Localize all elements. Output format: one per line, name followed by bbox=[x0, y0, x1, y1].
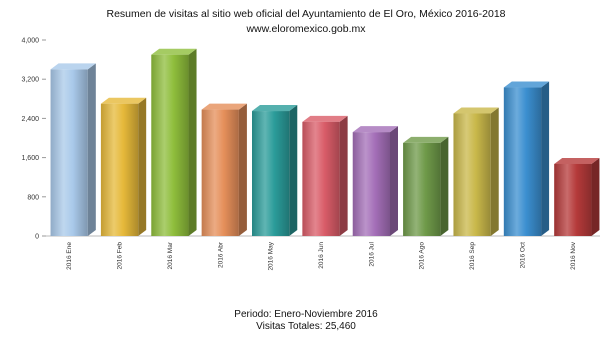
y-tick-label: 2,400 bbox=[21, 116, 39, 123]
bar-side bbox=[238, 103, 247, 236]
y-tick-label: 4,000 bbox=[21, 38, 39, 45]
x-tick-label: 2016 Nov bbox=[570, 241, 577, 270]
y-tick-label: 1,600 bbox=[21, 155, 39, 162]
bar-side bbox=[188, 48, 197, 237]
bar-side bbox=[591, 157, 600, 236]
bar bbox=[252, 111, 290, 236]
bar bbox=[151, 54, 189, 237]
bar-top bbox=[302, 115, 348, 122]
bar-side bbox=[440, 136, 449, 236]
bar bbox=[352, 132, 390, 236]
x-tick-label: 2016 Mar bbox=[167, 241, 174, 269]
bar-side bbox=[389, 126, 398, 236]
x-tick-label: 2016 Oct bbox=[519, 242, 526, 269]
bar bbox=[403, 142, 441, 236]
bar-side bbox=[87, 63, 96, 237]
chart-subtitle: www.eloromexico.gob.mx bbox=[246, 23, 366, 35]
bar-side bbox=[541, 81, 550, 236]
y-tick-label: 3,200 bbox=[21, 77, 39, 84]
bar-side bbox=[138, 97, 147, 236]
bar-top bbox=[554, 157, 600, 164]
bar bbox=[100, 103, 139, 236]
bar bbox=[302, 121, 340, 236]
bar-top bbox=[352, 126, 398, 133]
y-tick-label: 0 bbox=[35, 234, 39, 241]
x-tick-label: 2016 May bbox=[268, 241, 275, 270]
x-tick-label: 2016 Sep bbox=[469, 242, 476, 270]
bar-top bbox=[50, 63, 96, 70]
bar bbox=[50, 69, 88, 237]
bar-top bbox=[453, 107, 499, 114]
bar-top bbox=[100, 97, 147, 104]
x-tick-label: 2016 Jun bbox=[318, 242, 325, 269]
bar bbox=[503, 87, 542, 236]
x-tick-label: 2016 Ago bbox=[419, 242, 426, 270]
y-tick-label: 800 bbox=[27, 194, 39, 201]
x-tick-label: 2016 Feb bbox=[117, 242, 124, 270]
x-tick-label: 2016 Jul bbox=[368, 241, 375, 266]
bar bbox=[554, 163, 592, 236]
bar-top bbox=[503, 81, 550, 88]
bar-side bbox=[490, 107, 499, 236]
bar-top bbox=[252, 105, 298, 112]
bar-side bbox=[289, 105, 298, 236]
footer-total: Visitas Totales: 25,460 bbox=[256, 321, 356, 332]
chart-title: Resumen de visitas al sitio web oficial … bbox=[106, 8, 506, 20]
x-tick-label: 2016 Ene bbox=[66, 242, 73, 270]
bar-top bbox=[403, 136, 449, 143]
footer-period: Periodo: Enero-Noviembre 2016 bbox=[234, 309, 378, 320]
x-tick-label: 2016 Abr bbox=[217, 241, 224, 268]
bar bbox=[453, 113, 491, 236]
bar bbox=[201, 109, 239, 236]
bar-side bbox=[339, 115, 348, 236]
bar-top bbox=[151, 48, 197, 55]
bar-top bbox=[201, 103, 247, 110]
